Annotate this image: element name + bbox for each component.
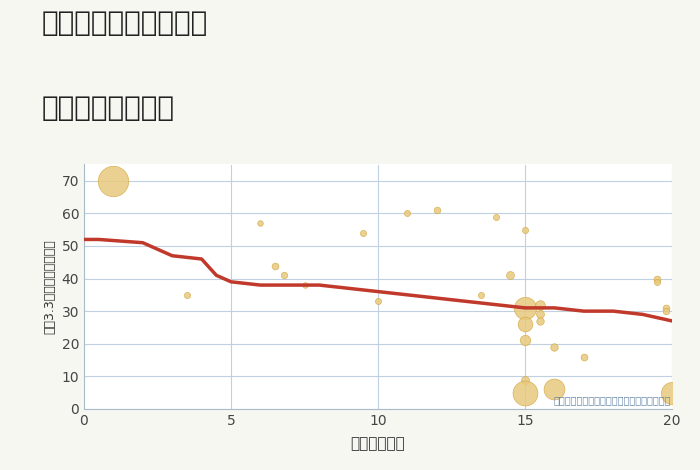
Point bbox=[402, 210, 413, 217]
Point bbox=[549, 343, 560, 351]
Point bbox=[534, 317, 545, 325]
Point bbox=[108, 177, 119, 185]
Point bbox=[549, 385, 560, 393]
X-axis label: 駅距離（分）: 駅距離（分） bbox=[351, 436, 405, 451]
Point bbox=[519, 226, 531, 234]
Point bbox=[270, 262, 281, 269]
Point bbox=[666, 389, 678, 396]
Point bbox=[255, 219, 266, 227]
Point bbox=[534, 311, 545, 318]
Text: 奈良県奈良市五条西の: 奈良県奈良市五条西の bbox=[42, 9, 209, 38]
Point bbox=[519, 304, 531, 312]
Text: 円の大きさは、取引のあった物件面積を示す: 円の大きさは、取引のあった物件面積を示す bbox=[553, 396, 671, 406]
Point bbox=[519, 389, 531, 396]
Point bbox=[519, 321, 531, 328]
Point bbox=[181, 291, 193, 298]
Point bbox=[578, 353, 589, 360]
Y-axis label: 坪（3.3㎡）単価（万円）: 坪（3.3㎡）単価（万円） bbox=[43, 239, 56, 334]
Point bbox=[519, 376, 531, 384]
Point bbox=[279, 272, 290, 279]
Point bbox=[505, 272, 516, 279]
Point bbox=[652, 278, 663, 286]
Point bbox=[372, 298, 384, 305]
Point bbox=[661, 307, 672, 315]
Point bbox=[431, 206, 442, 214]
Point bbox=[358, 229, 369, 237]
Text: 駅距離別土地価格: 駅距離別土地価格 bbox=[42, 94, 175, 122]
Point bbox=[475, 291, 486, 298]
Point bbox=[490, 213, 501, 220]
Point bbox=[299, 282, 310, 289]
Point bbox=[519, 337, 531, 344]
Point bbox=[534, 301, 545, 308]
Point bbox=[652, 275, 663, 282]
Point bbox=[661, 304, 672, 312]
